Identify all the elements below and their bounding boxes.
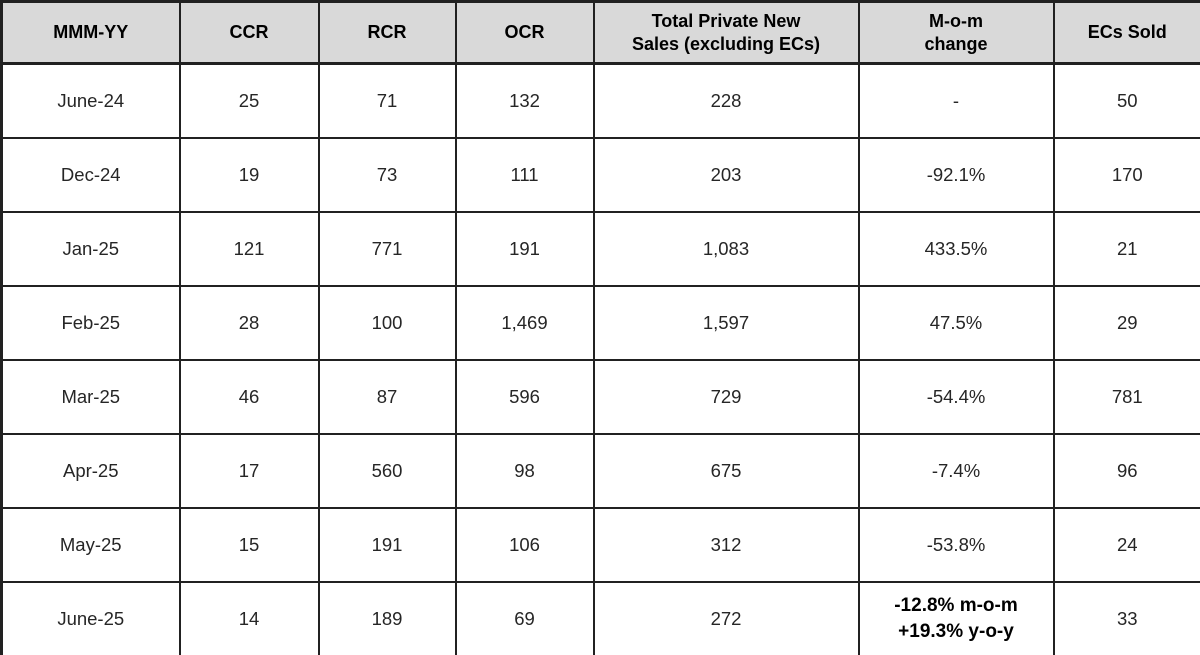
cell-total: 729	[592, 359, 860, 435]
table-row: June-24 25 71 132 228 - 50	[0, 62, 1200, 139]
column-header-ocr: OCR	[454, 0, 595, 65]
cell-mom-change: -92.1%	[857, 137, 1055, 213]
cell-month: May-25	[0, 507, 181, 583]
cell-mom-change-highlight: -12.8% m-o-m +19.3% y-o-y	[857, 581, 1055, 655]
cell-rcr: 771	[317, 211, 457, 287]
cell-ocr: 596	[454, 359, 595, 435]
cell-mom-change: 433.5%	[857, 211, 1055, 287]
cell-rcr: 100	[317, 285, 457, 361]
cell-ccr: 14	[178, 581, 320, 655]
cell-mom-change: 47.5%	[857, 285, 1055, 361]
cell-rcr: 560	[317, 433, 457, 509]
cell-total: 1,597	[592, 285, 860, 361]
cell-month: June-25	[0, 581, 181, 655]
cell-total: 1,083	[592, 211, 860, 287]
table-row: Mar-25 46 87 596 729 -54.4% 781	[0, 359, 1200, 435]
cell-ocr: 98	[454, 433, 595, 509]
column-header-ecs-sold: ECs Sold	[1052, 0, 1200, 65]
cell-ocr: 69	[454, 581, 595, 655]
column-header-ccr: CCR	[178, 0, 320, 65]
table-header-row: MMM-YY CCR RCR OCR Total Private New Sal…	[0, 0, 1200, 65]
cell-month: Dec-24	[0, 137, 181, 213]
cell-ccr: 25	[178, 62, 320, 139]
cell-total: 272	[592, 581, 860, 655]
column-header-total-sales: Total Private New Sales (excluding ECs)	[592, 0, 860, 65]
table-row: Dec-24 19 73 111 203 -92.1% 170	[0, 137, 1200, 213]
cell-ecs-sold: 33	[1052, 581, 1200, 655]
cell-ccr: 15	[178, 507, 320, 583]
table-row: May-25 15 191 106 312 -53.8% 24	[0, 507, 1200, 583]
cell-rcr: 87	[317, 359, 457, 435]
cell-month: Apr-25	[0, 433, 181, 509]
cell-mom-change: -	[857, 62, 1055, 139]
cell-mom-change: -53.8%	[857, 507, 1055, 583]
column-header-rcr: RCR	[317, 0, 457, 65]
cell-rcr: 71	[317, 62, 457, 139]
table-row: Feb-25 28 100 1,469 1,597 47.5% 29	[0, 285, 1200, 361]
cell-ccr: 17	[178, 433, 320, 509]
cell-total: 675	[592, 433, 860, 509]
cell-ecs-sold: 29	[1052, 285, 1200, 361]
cell-ocr: 106	[454, 507, 595, 583]
cell-rcr: 189	[317, 581, 457, 655]
cell-month: Mar-25	[0, 359, 181, 435]
cell-mom-change: -54.4%	[857, 359, 1055, 435]
cell-ccr: 46	[178, 359, 320, 435]
cell-month: Jan-25	[0, 211, 181, 287]
cell-rcr: 191	[317, 507, 457, 583]
cell-total: 312	[592, 507, 860, 583]
table-row: June-25 14 189 69 272 -12.8% m-o-m +19.3…	[0, 581, 1200, 655]
cell-month: June-24	[0, 62, 181, 139]
cell-ccr: 19	[178, 137, 320, 213]
table-row: Apr-25 17 560 98 675 -7.4% 96	[0, 433, 1200, 509]
column-header-month: MMM-YY	[0, 0, 181, 65]
cell-ocr: 1,469	[454, 285, 595, 361]
cell-ecs-sold: 50	[1052, 62, 1200, 139]
cell-ocr: 111	[454, 137, 595, 213]
cell-ccr: 28	[178, 285, 320, 361]
cell-ccr: 121	[178, 211, 320, 287]
cell-ecs-sold: 21	[1052, 211, 1200, 287]
cell-total: 228	[592, 62, 860, 139]
cell-ocr: 191	[454, 211, 595, 287]
cell-ecs-sold: 781	[1052, 359, 1200, 435]
cell-ecs-sold: 24	[1052, 507, 1200, 583]
cell-ecs-sold: 170	[1052, 137, 1200, 213]
table-row: Jan-25 121 771 191 1,083 433.5% 21	[0, 211, 1200, 287]
cell-total: 203	[592, 137, 860, 213]
column-header-mom-change: M-o-m change	[857, 0, 1055, 65]
cell-ocr: 132	[454, 62, 595, 139]
cell-mom-change: -7.4%	[857, 433, 1055, 509]
cell-ecs-sold: 96	[1052, 433, 1200, 509]
cell-month: Feb-25	[0, 285, 181, 361]
cell-rcr: 73	[317, 137, 457, 213]
